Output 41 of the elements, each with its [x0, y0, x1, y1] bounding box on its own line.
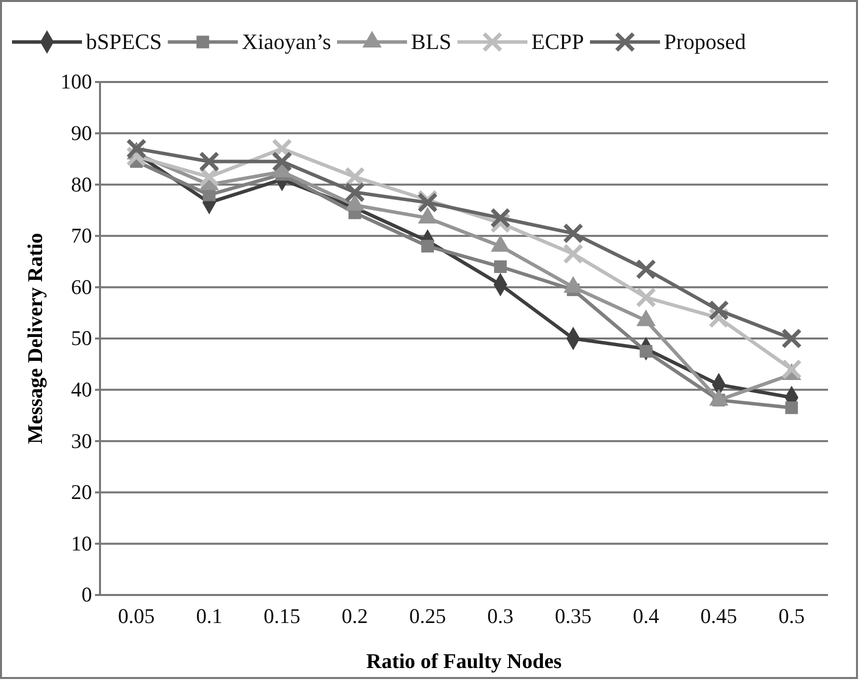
x-tick-label: 0.2: [342, 604, 368, 628]
x-tick-label: 0.15: [264, 604, 300, 628]
point: [708, 300, 730, 321]
legend-label: ECPP: [531, 29, 584, 54]
y-tick-label: 20: [71, 480, 92, 504]
point: [562, 244, 584, 264]
point: [785, 401, 798, 414]
x-tick-label: 0.45: [700, 604, 738, 628]
point: [636, 258, 656, 280]
legend-label: bSPECS: [86, 29, 162, 54]
y-tick-label: 30: [71, 428, 92, 453]
legend-label: BLS: [411, 29, 452, 54]
y-tick-label: 40: [71, 378, 92, 402]
x-tick-label: 0.3: [487, 604, 514, 628]
y-tick-label: 0: [82, 582, 92, 607]
y-tick-label: 80: [71, 172, 92, 196]
point: [781, 328, 802, 349]
x-tick-label: 0.05: [118, 604, 155, 628]
legend-label: Xiaoyan’s: [242, 29, 332, 54]
x-tick-label: 0.25: [409, 604, 446, 628]
y-axis-title: Message Delivery Ratio: [23, 232, 47, 444]
y-tick-label: 70: [71, 224, 92, 248]
point: [344, 182, 366, 203]
point: [562, 223, 584, 244]
point: [781, 359, 802, 380]
y-tick-label: 90: [71, 121, 92, 146]
x-tick-label: 0.4: [632, 604, 660, 628]
y-tick-label: 100: [60, 70, 92, 94]
x-axis-title: Ratio of Faulty Nodes: [366, 649, 562, 673]
y-tick-label: 60: [71, 274, 92, 299]
point: [636, 287, 656, 308]
y-tick-label: 50: [71, 326, 92, 350]
x-tick-label: 0.1: [196, 604, 222, 628]
point: [198, 151, 220, 172]
y-tick-label: 10: [71, 531, 92, 556]
x-tick-label: 0.5: [778, 604, 805, 628]
x-tick-label: 0.35: [554, 604, 592, 628]
legend-label: Proposed: [664, 29, 746, 54]
point: [272, 151, 292, 172]
point: [494, 260, 507, 274]
point: [490, 208, 511, 228]
